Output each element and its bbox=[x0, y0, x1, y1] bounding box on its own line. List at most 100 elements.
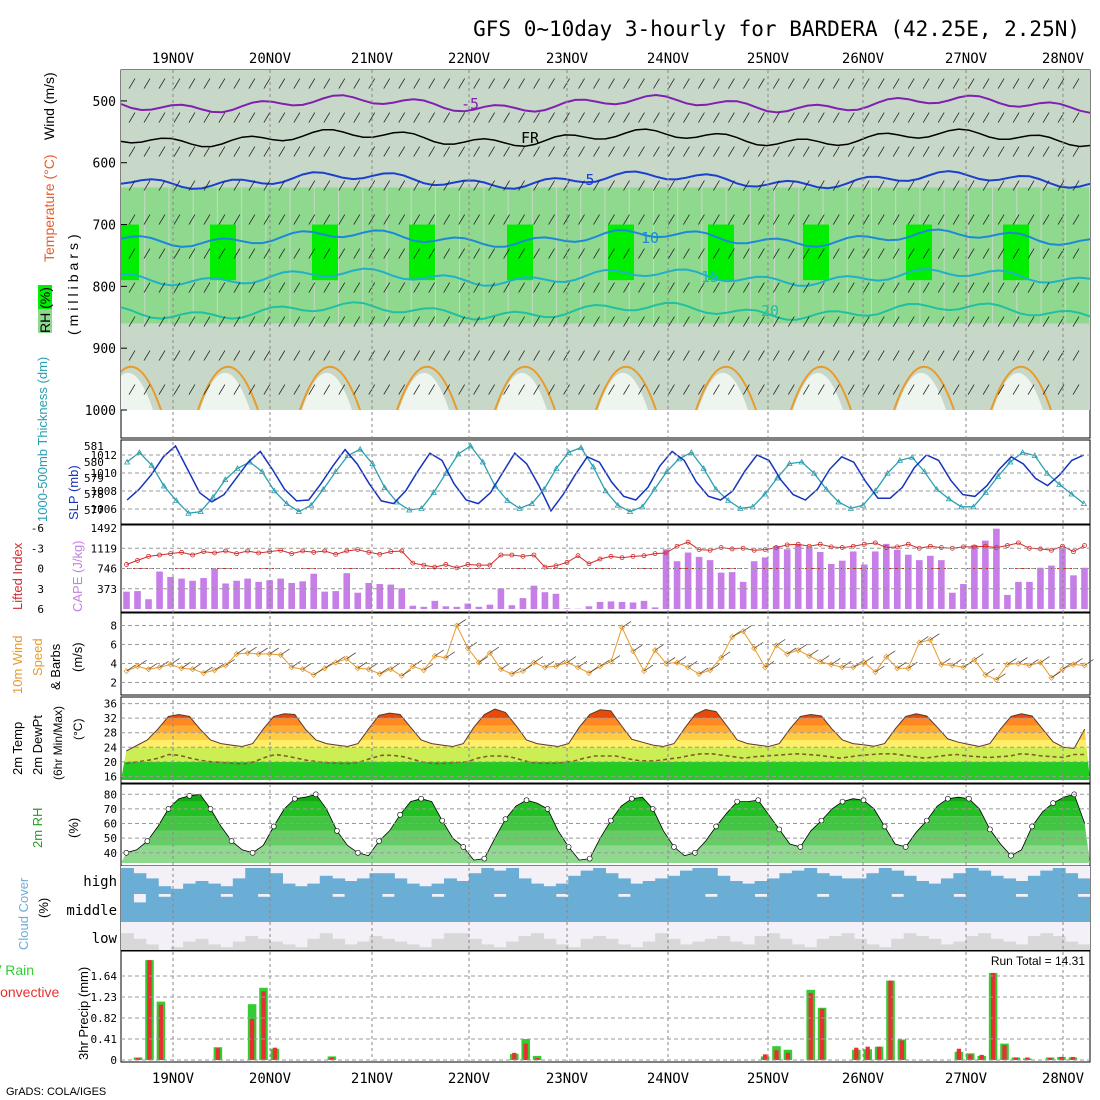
cloud-bar bbox=[257, 896, 271, 922]
thickness-point bbox=[222, 476, 229, 482]
cloud-bar bbox=[344, 944, 358, 950]
cloud-bar bbox=[891, 870, 905, 894]
wind-barb bbox=[533, 214, 540, 225]
wind-barb bbox=[293, 78, 301, 89]
wind10-point bbox=[134, 663, 141, 670]
wind-barb bbox=[233, 316, 241, 327]
cloud-bar bbox=[791, 870, 805, 894]
thickness-point bbox=[504, 497, 511, 503]
cape-bar bbox=[1015, 581, 1022, 609]
wind-barb bbox=[488, 78, 495, 89]
dry-dome bbox=[302, 372, 352, 410]
cloud-bar bbox=[493, 870, 507, 894]
cloud-bar bbox=[307, 883, 321, 894]
wind-barb bbox=[503, 316, 510, 327]
cloud-bar bbox=[431, 938, 445, 950]
wind-barb bbox=[143, 384, 151, 395]
wind-barb bbox=[997, 78, 1005, 89]
wind-barb bbox=[248, 78, 256, 89]
wind-barb bbox=[758, 384, 765, 395]
credit-label: GrADS: COLA/IGES bbox=[6, 1086, 106, 1098]
wind10-axis-label-b: Speed bbox=[30, 638, 45, 676]
li-point bbox=[1016, 540, 1021, 546]
temp2m-label-b: 2m DewPt bbox=[30, 715, 45, 775]
li-point bbox=[135, 558, 140, 563]
wind-barb bbox=[952, 146, 960, 157]
wind10-point bbox=[607, 658, 615, 665]
wind10-barb bbox=[808, 649, 819, 657]
wind-barb bbox=[203, 146, 211, 157]
wind-barb bbox=[1042, 78, 1050, 89]
wind-barb bbox=[713, 180, 720, 191]
thickness-point bbox=[1007, 458, 1014, 465]
rh-band bbox=[678, 187, 702, 324]
wind-barb bbox=[787, 112, 795, 123]
wind10-barb bbox=[665, 657, 676, 664]
thickness-point bbox=[786, 460, 793, 466]
wind-barb bbox=[548, 146, 555, 157]
wind-barb bbox=[1027, 316, 1035, 327]
wind-barb bbox=[713, 282, 720, 293]
dry-dome bbox=[993, 372, 1043, 410]
wind-barb bbox=[847, 180, 855, 191]
cape-bar bbox=[1070, 575, 1077, 609]
wind10-barb bbox=[445, 651, 456, 659]
cloud-bar bbox=[841, 878, 855, 894]
cloud-bar bbox=[294, 947, 308, 950]
wind10-barb bbox=[786, 647, 797, 655]
wind-barb bbox=[922, 384, 930, 395]
rh2m-tick: 60 bbox=[104, 818, 117, 831]
rh-max-patch bbox=[121, 224, 139, 281]
cloud-bar bbox=[990, 938, 1004, 950]
cloud-bar bbox=[394, 941, 408, 950]
wind-barb bbox=[323, 282, 331, 293]
wind10-point bbox=[244, 649, 251, 657]
cape-bar bbox=[299, 581, 306, 609]
wind10-point bbox=[751, 645, 758, 652]
cloud-bar bbox=[294, 894, 308, 922]
li-point bbox=[333, 551, 339, 557]
wind-barb bbox=[428, 282, 436, 293]
cape-bar bbox=[860, 564, 868, 609]
wind-barb bbox=[173, 350, 181, 361]
cape-bar bbox=[1004, 594, 1011, 609]
pressure-units-label: (millibars) bbox=[65, 230, 81, 335]
wind-barb bbox=[563, 146, 570, 157]
rh-band bbox=[387, 187, 411, 324]
cloud-bar bbox=[319, 894, 333, 922]
wind-barb bbox=[578, 282, 585, 293]
wind-barb bbox=[278, 180, 286, 191]
wind10-barb bbox=[897, 661, 907, 669]
cloud-bar bbox=[1065, 873, 1079, 894]
wind10-barb bbox=[919, 636, 929, 643]
wind10-point bbox=[729, 633, 736, 640]
wind-barb bbox=[488, 248, 495, 259]
wind10-barb bbox=[886, 650, 896, 658]
cloud-bar bbox=[779, 873, 793, 894]
wind-barb bbox=[743, 146, 750, 157]
cloud-bar bbox=[742, 944, 756, 950]
li-point bbox=[520, 553, 526, 559]
precip-conv-bar bbox=[990, 972, 996, 1060]
wind-barb bbox=[907, 214, 915, 225]
wind-barb bbox=[593, 180, 600, 191]
cloud-bar bbox=[207, 944, 221, 950]
temp-contour bbox=[120, 228, 1091, 248]
wind-barb bbox=[698, 180, 705, 191]
wind10-point bbox=[795, 647, 802, 654]
temp-band bbox=[121, 740, 1090, 748]
wind10-barb bbox=[181, 661, 191, 669]
wind-barb bbox=[293, 112, 301, 123]
rh2m-point bbox=[523, 797, 530, 803]
rh-band bbox=[557, 187, 581, 324]
cloud-bar bbox=[816, 896, 830, 922]
temp2m-tick: 32 bbox=[104, 712, 117, 725]
cloud-bar bbox=[928, 894, 942, 922]
temp-contour bbox=[121, 267, 1091, 287]
precip-conv-bar bbox=[261, 991, 266, 1060]
cloud-bar bbox=[270, 894, 283, 922]
cloud-bar bbox=[568, 947, 582, 950]
wind-barb bbox=[967, 282, 975, 293]
wind-barb bbox=[398, 248, 406, 259]
cloud-bar bbox=[344, 894, 358, 922]
